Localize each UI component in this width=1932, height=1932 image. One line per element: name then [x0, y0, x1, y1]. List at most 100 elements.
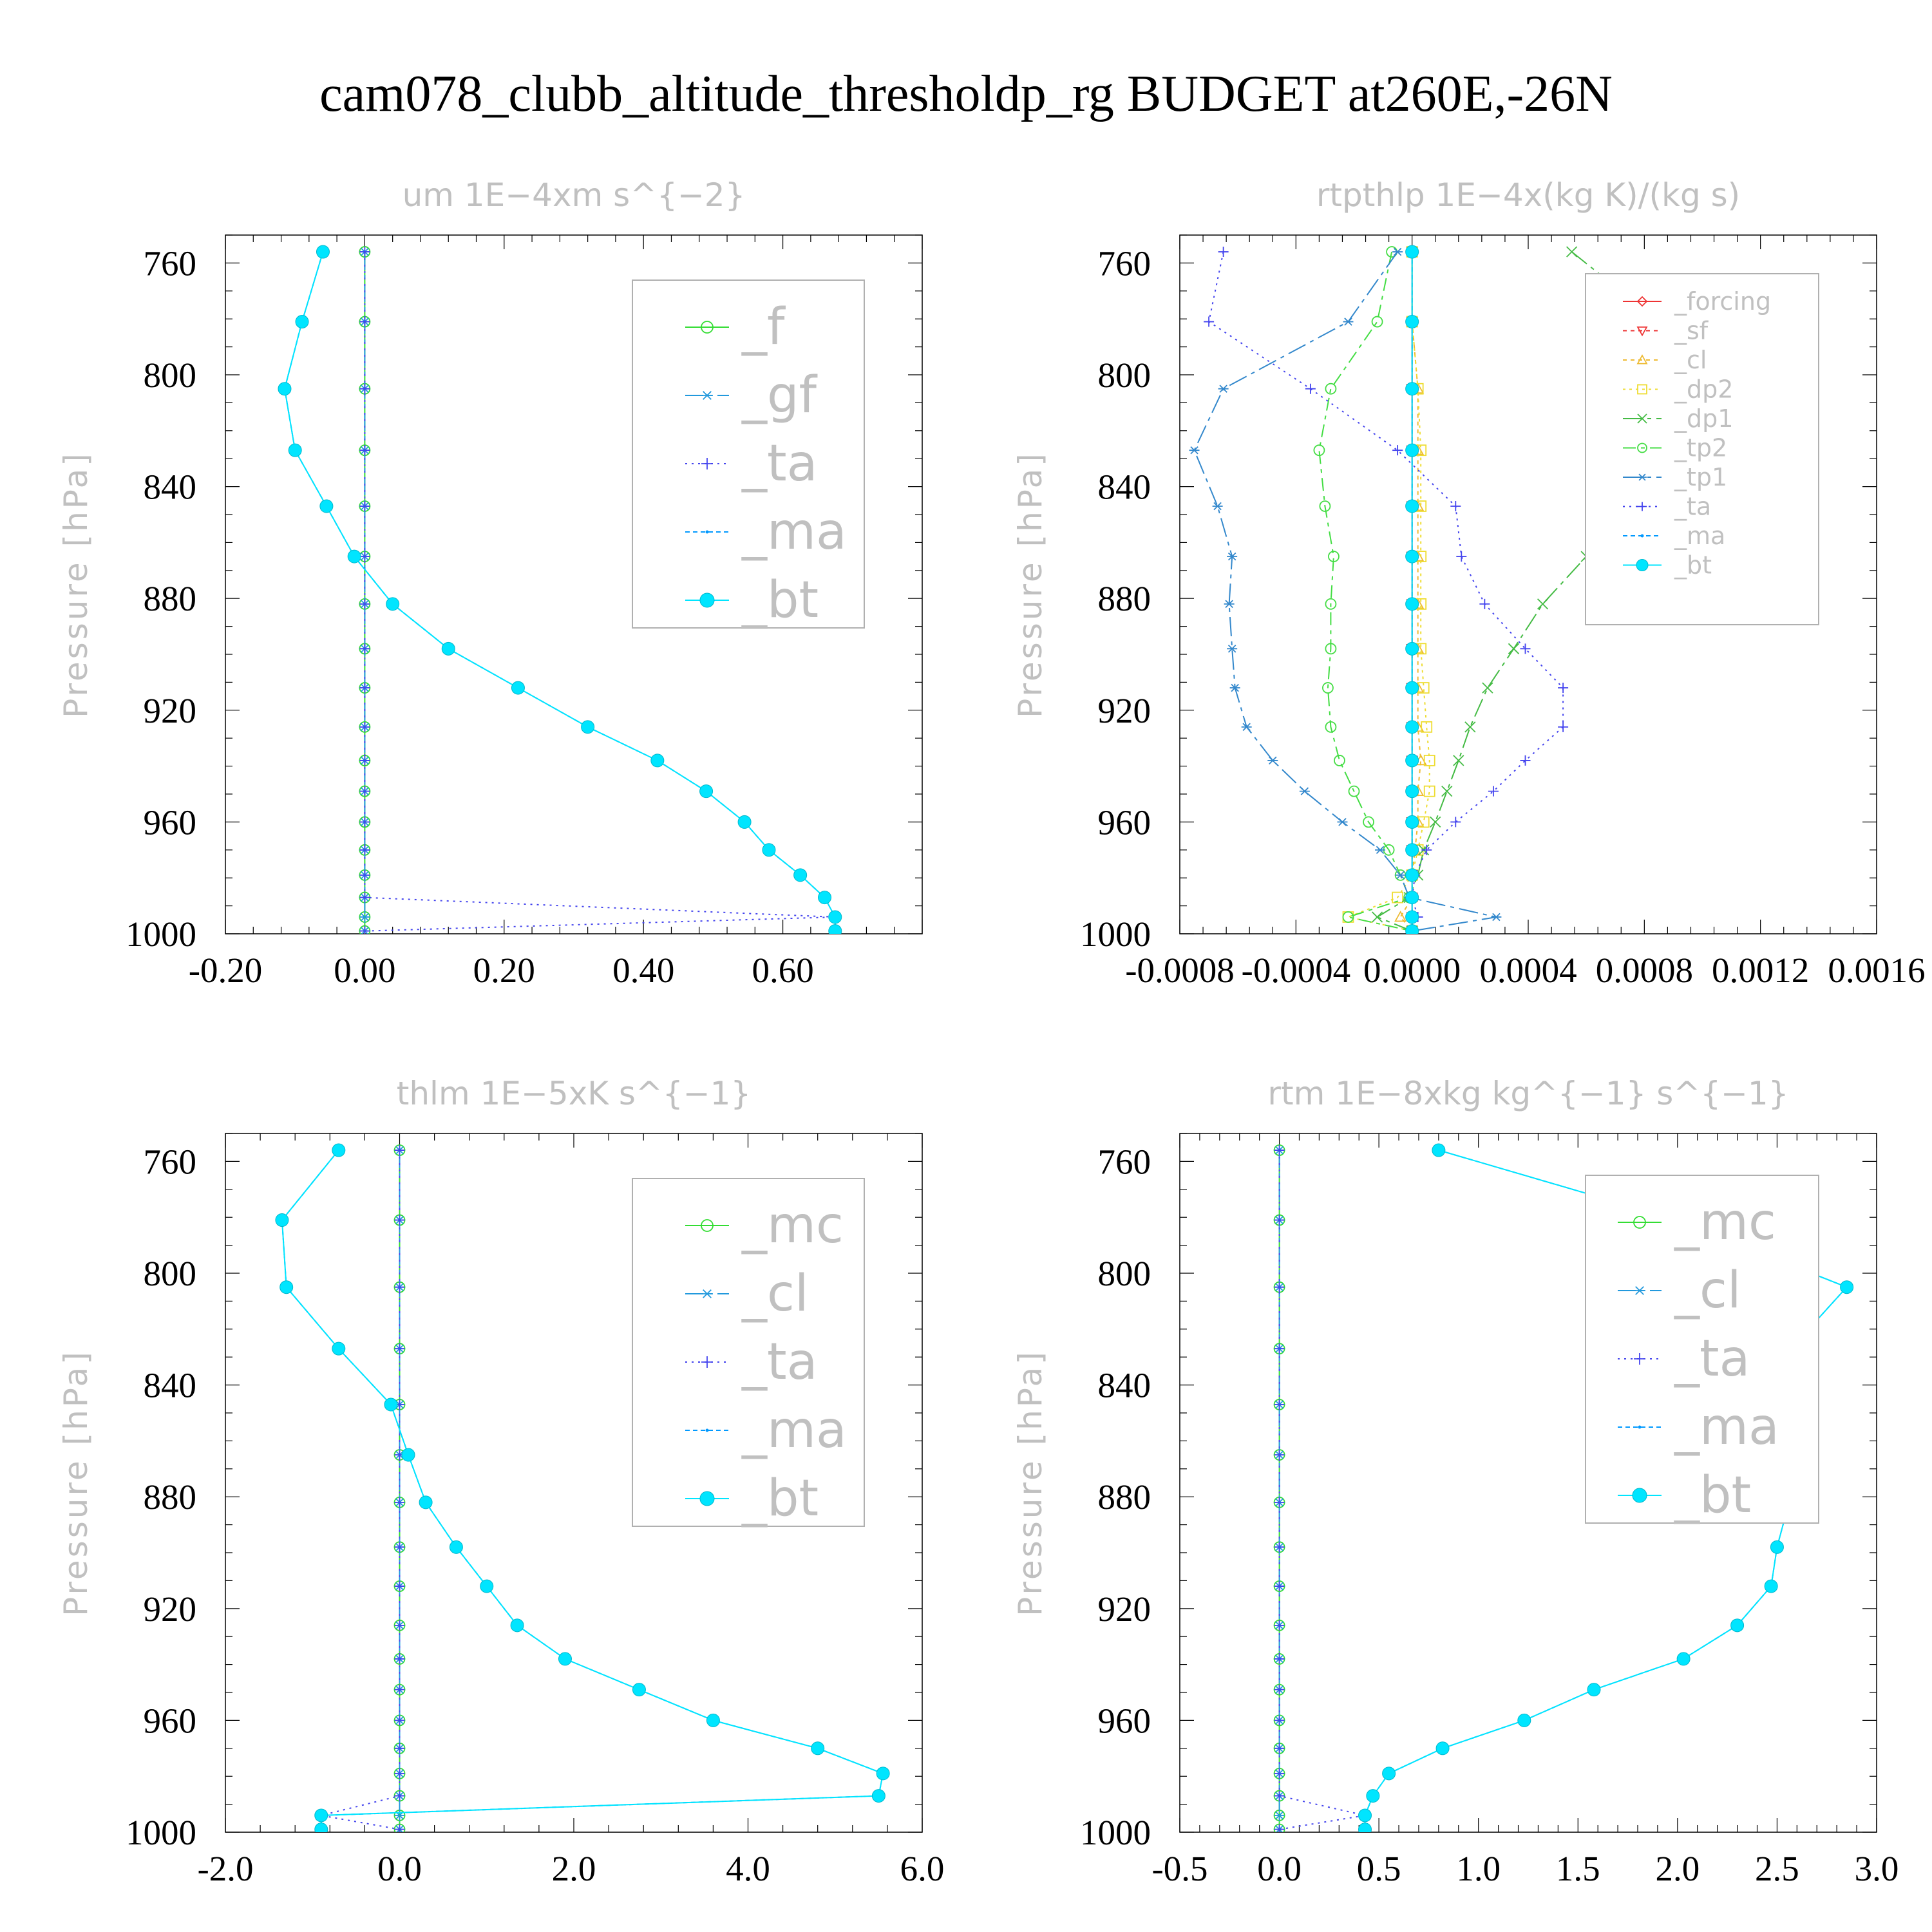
data-point — [1566, 246, 1578, 258]
legend-label: _gf — [741, 366, 818, 424]
y-tick-label: 840 — [144, 1366, 197, 1405]
data-point — [1274, 1343, 1285, 1354]
y-tick-label: 880 — [1098, 579, 1151, 618]
data-point — [828, 924, 842, 934]
data-point — [1482, 682, 1493, 694]
data-point — [1676, 1652, 1690, 1666]
data-point — [359, 869, 370, 880]
x-tick-label: 0.0000 — [1363, 951, 1461, 990]
legend-label: _dp2 — [1674, 375, 1733, 404]
legend-entry: _bt — [1623, 551, 1712, 580]
data-point — [1325, 643, 1337, 655]
data-point — [359, 817, 370, 828]
data-point — [359, 551, 370, 562]
data-point — [1325, 383, 1337, 395]
y-tick-label: 880 — [1098, 1477, 1151, 1517]
legend: _forcing_sf_cl_dp2_dp1_tp2_tp1_ta_ma_bt — [1585, 273, 1819, 625]
data-point — [1537, 598, 1549, 610]
data-point — [1423, 785, 1435, 797]
data-point — [394, 1768, 405, 1779]
data-point — [1274, 1497, 1285, 1508]
x-tick-label: -0.0008 — [1125, 951, 1235, 990]
data-point — [1587, 1683, 1601, 1697]
legend-label: _ma — [741, 1401, 847, 1459]
y-axis-title: Pressure [hPa] — [57, 451, 95, 718]
data-point — [1558, 683, 1569, 694]
legend-label: _ma — [741, 503, 847, 561]
data-point — [394, 1684, 405, 1695]
data-point — [1764, 1579, 1778, 1593]
legend-entry: _ma — [1623, 522, 1725, 550]
y-tick-label: 880 — [144, 579, 197, 618]
y-tick-label: 840 — [144, 468, 197, 507]
data-point — [359, 445, 370, 456]
data-point — [347, 549, 361, 564]
data-point — [1334, 755, 1345, 766]
legend-entry: _sf — [1623, 317, 1709, 345]
y-tick-label: 960 — [1098, 802, 1151, 842]
data-point — [394, 1282, 405, 1293]
data-point — [279, 1280, 294, 1294]
series-bt — [278, 245, 842, 934]
data-point — [1479, 598, 1490, 609]
data-point — [699, 784, 714, 799]
data-point — [394, 1715, 405, 1726]
data-point — [1508, 643, 1520, 654]
data-point — [359, 844, 370, 855]
data-point — [1274, 1790, 1285, 1801]
legend-label: _f — [741, 298, 786, 356]
data-point — [386, 597, 400, 611]
data-point — [1189, 446, 1200, 455]
data-point — [1274, 1215, 1285, 1226]
data-point — [1405, 843, 1419, 857]
data-point — [394, 1497, 405, 1508]
data-point — [1366, 1789, 1380, 1803]
data-point — [1274, 1768, 1285, 1779]
data-point — [359, 925, 370, 934]
data-point — [359, 383, 370, 394]
data-point — [1405, 753, 1419, 768]
data-point — [706, 1713, 720, 1727]
data-point — [359, 721, 370, 732]
data-point — [1432, 1143, 1446, 1157]
data-point — [1227, 552, 1238, 561]
panel-title: um 1E−4xm s^{−2} — [402, 176, 746, 214]
data-point — [1274, 1743, 1285, 1754]
legend-label: _tp2 — [1674, 434, 1727, 462]
legend-entry: _mc — [1618, 1193, 1776, 1251]
y-tick-label: 800 — [144, 1254, 197, 1293]
legend-box — [1585, 273, 1819, 625]
data-point — [793, 868, 808, 882]
legend-label: _ta — [741, 435, 817, 493]
data-point — [1204, 316, 1215, 327]
data-point — [1348, 785, 1360, 797]
legend: _mc _cl _ta _ma _bt — [632, 1178, 865, 1528]
chart-panel-2: rtpthlp 1E−4x(kg K)/(kg s) Pressure [hPa]… — [1012, 176, 1926, 990]
data-point — [1520, 755, 1531, 766]
x-tick-label: 2.0 — [552, 1849, 596, 1888]
data-point — [1358, 1823, 1372, 1832]
legend-entry: _mc — [685, 1197, 844, 1255]
y-tick-label: 760 — [144, 1142, 197, 1181]
data-point — [1274, 1282, 1285, 1293]
data-point — [1395, 871, 1406, 880]
legend-label: _bt — [1674, 1466, 1751, 1524]
series-ta — [359, 247, 840, 934]
data-point — [359, 643, 370, 654]
data-point — [828, 910, 842, 924]
legend-entry: _ta — [1623, 493, 1711, 521]
data-point — [1227, 645, 1238, 653]
data-point — [1450, 500, 1461, 511]
y-tick-label: 800 — [144, 355, 197, 395]
data-point — [316, 245, 330, 259]
data-point — [510, 1618, 524, 1633]
data-point — [581, 720, 595, 734]
plot-frame — [225, 234, 923, 934]
y-tick-label: 960 — [1098, 1701, 1151, 1740]
legend-entry: _bt — [685, 571, 819, 629]
data-point — [1520, 643, 1531, 654]
data-point — [1405, 784, 1419, 799]
data-point — [288, 443, 302, 457]
y-tick-label: 840 — [1098, 468, 1151, 507]
data-point — [1405, 443, 1419, 457]
